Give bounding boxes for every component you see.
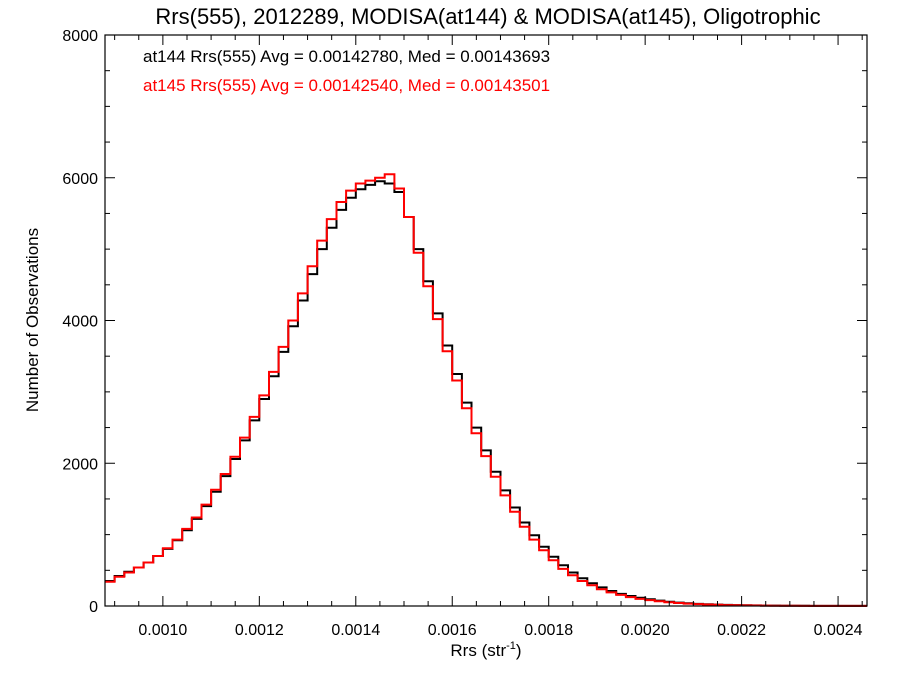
y-tick-label: 4000 xyxy=(62,314,98,331)
annotation-at145: at145 Rrs(555) Avg = 0.00142540, Med = 0… xyxy=(143,76,550,95)
y-tick-label: 0 xyxy=(89,599,98,616)
x-tick-label: 0.0014 xyxy=(331,622,380,639)
series-line-at145 xyxy=(105,173,867,607)
x-axis-label: Rrs (str-1) xyxy=(450,640,521,660)
y-tick-label: 8000 xyxy=(62,28,98,45)
axis-ticks xyxy=(105,34,867,607)
x-tick-label: 0.0024 xyxy=(814,622,863,639)
x-tick-label: 0.0012 xyxy=(235,622,284,639)
x-axis-label-sup: -1 xyxy=(506,640,516,652)
y-tick-label: 6000 xyxy=(62,171,98,188)
tick-labels: 0.0010 0.0012 0.0014 0.0016 0.0018 0.0020 0.00… xyxy=(62,28,862,639)
x-tick-label: 0.0020 xyxy=(621,622,670,639)
y-tick-label: 2000 xyxy=(62,456,98,473)
x-tick-label: 0.0010 xyxy=(138,622,187,639)
annotation-at144: at144 Rrs(555) Avg = 0.00142780, Med = 0… xyxy=(143,47,550,66)
x-axis-label-end: ) xyxy=(516,641,522,660)
x-tick-label: 0.0016 xyxy=(428,622,477,639)
series-line-at144 xyxy=(105,180,867,607)
plot-lines xyxy=(105,173,867,607)
plot-frame xyxy=(104,34,868,607)
y-axis-label: Number of Observations xyxy=(23,228,42,412)
x-axis-label-main: Rrs (str xyxy=(450,641,506,660)
chart-title: Rrs(555), 2012289, MODISA(at144) & MODIS… xyxy=(155,4,820,29)
x-tick-label: 0.0018 xyxy=(524,622,573,639)
x-tick-label: 0.0022 xyxy=(717,622,766,639)
